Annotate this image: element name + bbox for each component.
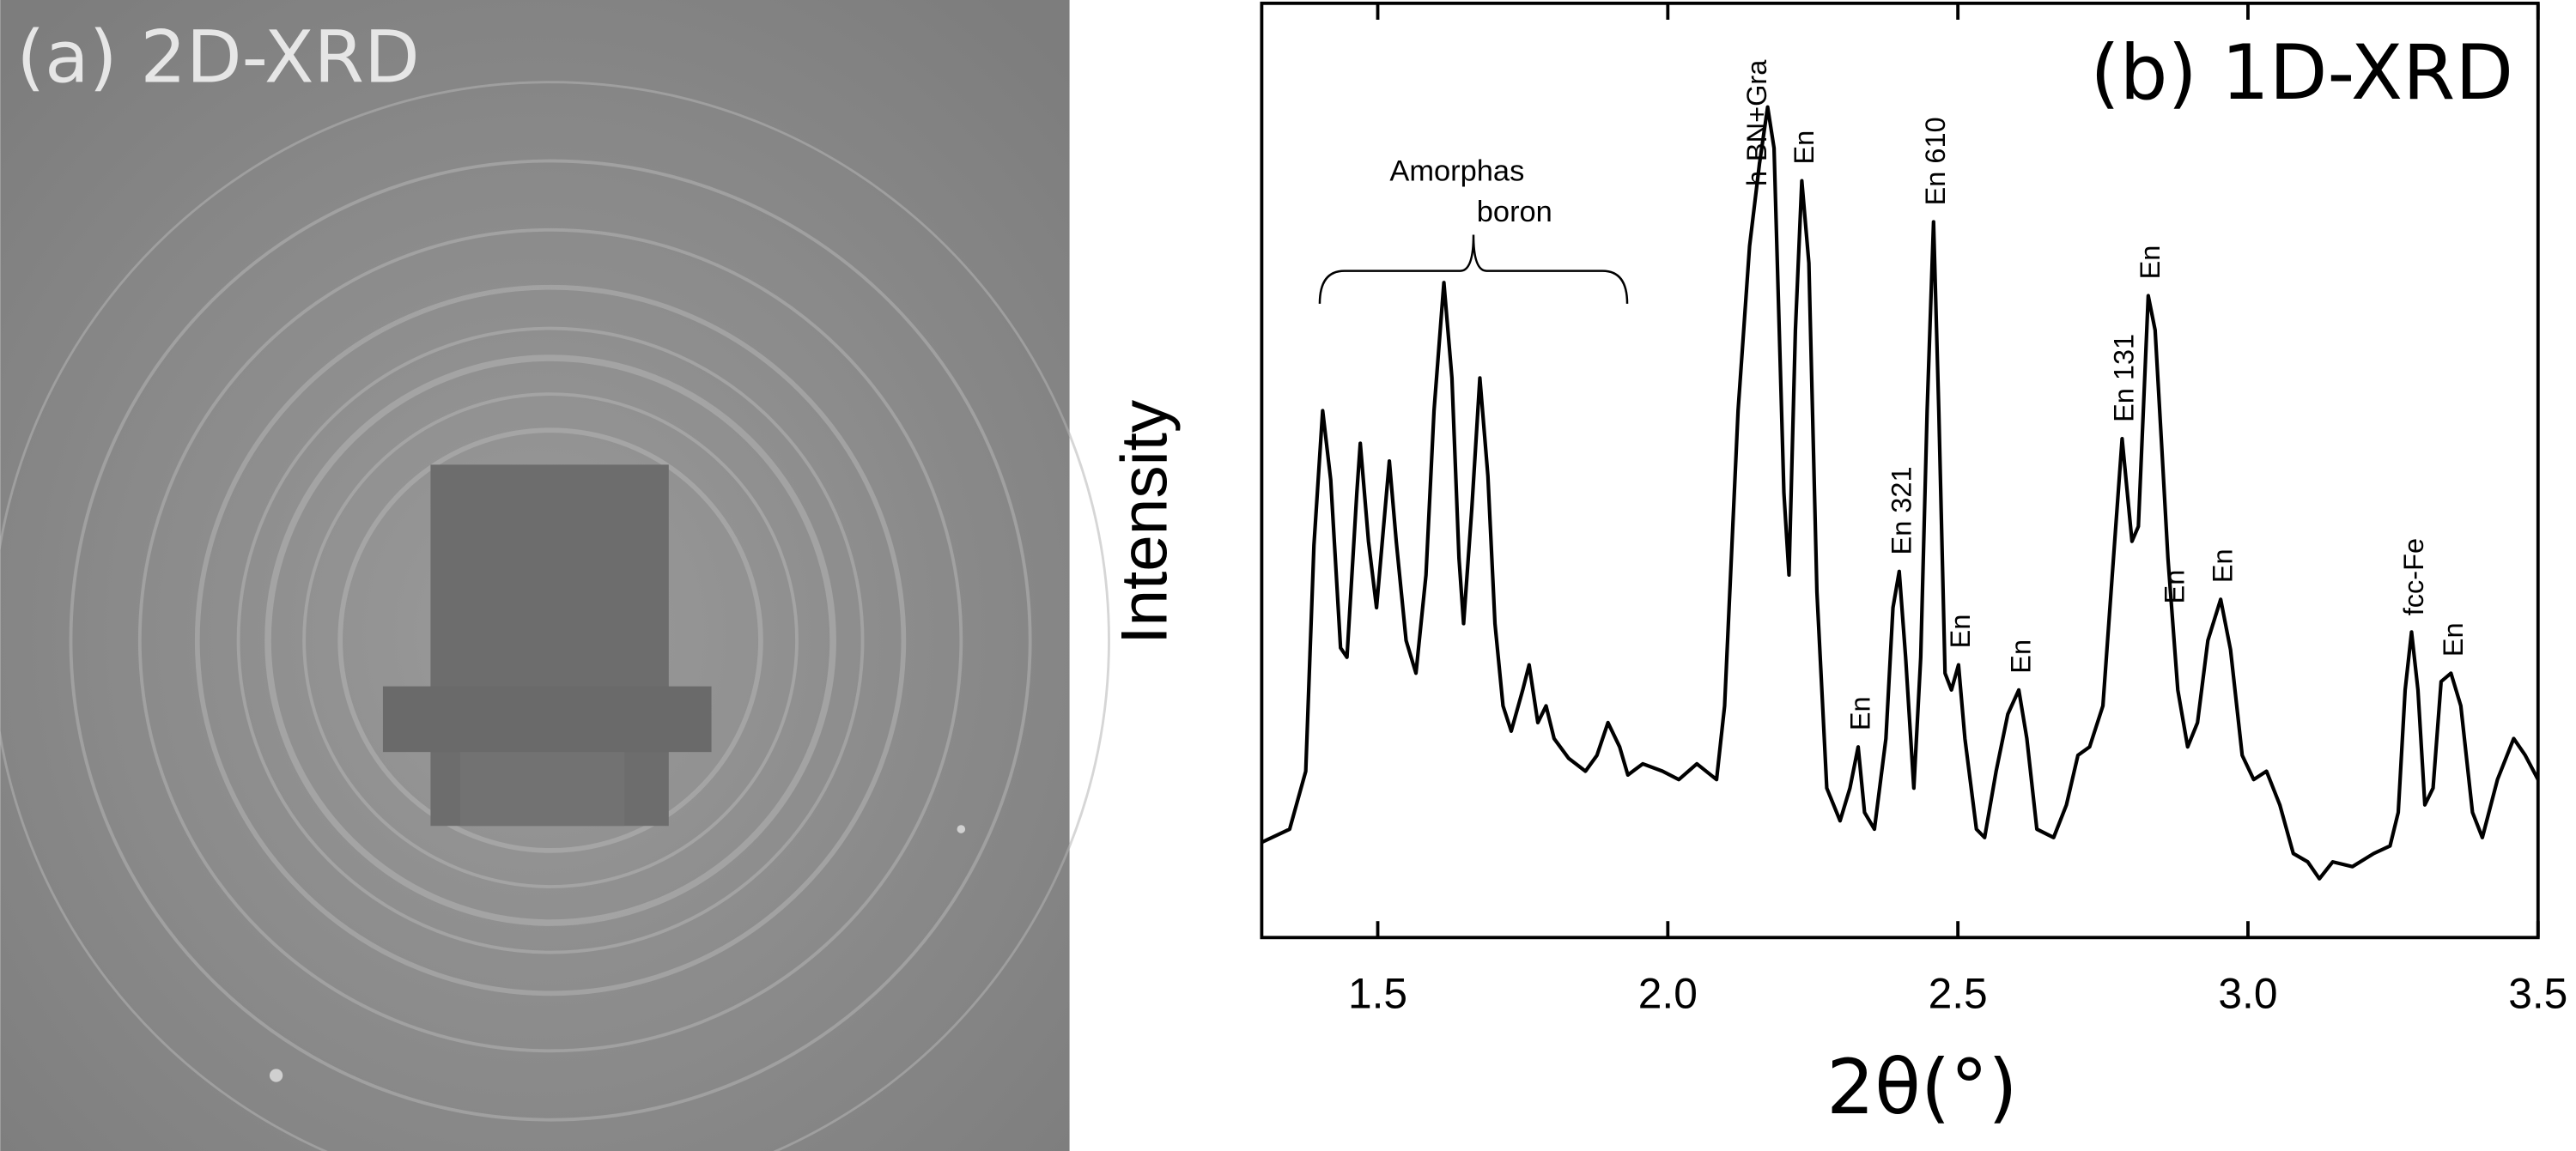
bracket [1318,234,1629,304]
peak-label: En [1844,696,1875,730]
x-tick-label: 3.5 [2508,970,2567,1018]
peak-label: En [2005,639,2036,674]
xrd-curve [1261,105,2540,881]
peak-label: En 131 [2109,334,2140,422]
panel-label: (a) 2D-XRD [16,15,419,100]
x-axis-label: 2θ(°) [1826,1043,2017,1131]
peak-label: En [2438,622,2469,657]
x-tick-label: 2.0 [1638,970,1698,1018]
peak-label: fcc-Fe [2398,538,2429,615]
peak-label: En 321 [1886,466,1917,554]
x-tick-label: 2.5 [1929,970,1988,1018]
peak-label: En [2208,548,2239,583]
peak-label: En [1945,615,1976,649]
x-tick-label: 3.0 [2218,970,2277,1018]
plot-frame [1260,1,2540,940]
bracket-label: boron [1477,196,1552,228]
chart-title: (b) 1D-XRD [2090,28,2513,117]
peak-label: En 610 [1920,117,1951,205]
x-tick-label: 1.5 [1348,970,1407,1018]
peak-label: En [2160,570,2190,604]
peak-label: h-BN+Gra [1741,59,1772,186]
peak-label: En [1789,130,1820,165]
xrd-2d-image: (a) 2D-XRD [0,0,1110,1151]
y-axis-label: Intensity [1108,399,1181,645]
bracket-label: Amorphas [1389,154,1524,187]
peak-label: En [2135,245,2166,280]
